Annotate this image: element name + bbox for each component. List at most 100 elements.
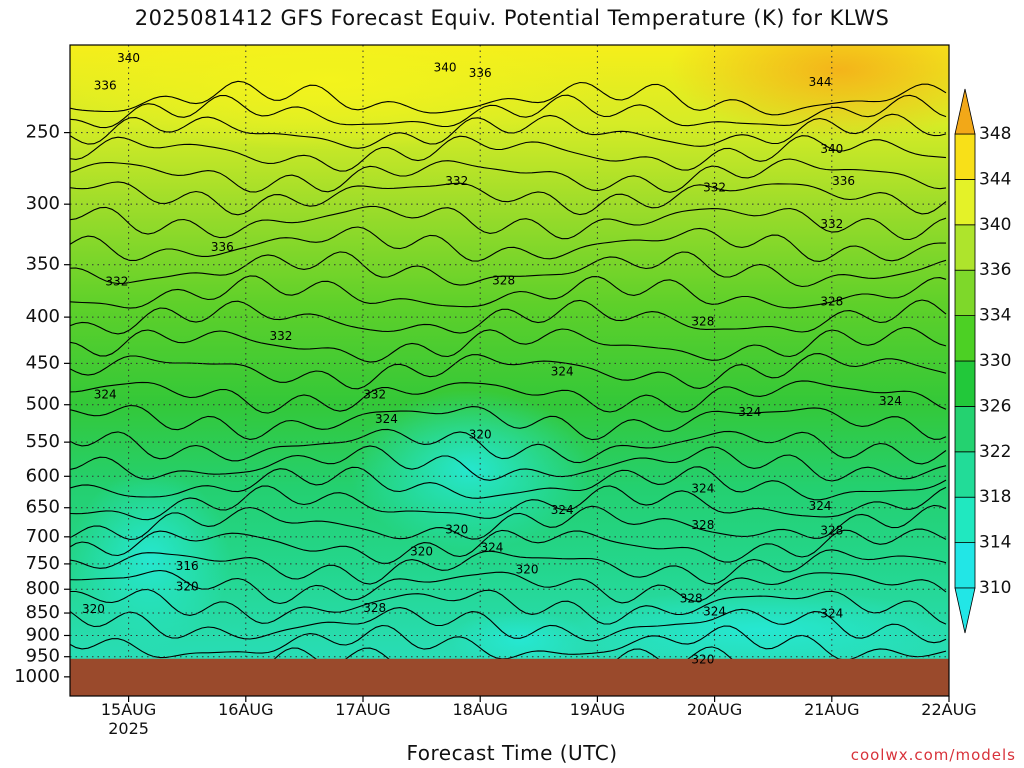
contour-line <box>70 428 947 465</box>
chart-title: 2025081412 GFS Forecast Equiv. Potential… <box>134 6 890 30</box>
y-tick-label: 650 <box>26 497 60 518</box>
contour-label: 324 <box>375 412 398 426</box>
contour-label: 328 <box>820 295 843 309</box>
contour-label: 320 <box>445 523 468 537</box>
y-tick-label: 300 <box>26 193 60 214</box>
y-tick-label: 500 <box>26 394 60 415</box>
colorbar: 310 314 318 322 326 330 334 336 340 344 348 <box>954 88 1011 634</box>
colorbar-segment <box>954 133 976 180</box>
contour-line <box>70 80 947 116</box>
x-tick-sublabel: 2025 <box>108 719 149 738</box>
x-tick-label: 21AUG <box>804 700 859 719</box>
contour-line <box>70 226 947 262</box>
colorbar-tick-label: 314 <box>979 533 1011 553</box>
contour-line <box>70 607 947 644</box>
x-tick-label: 19AUG <box>570 700 625 719</box>
contour-line <box>70 445 947 482</box>
contour-label: 320 <box>82 602 105 616</box>
contour-line <box>70 181 947 216</box>
contour-label: 324 <box>703 605 726 619</box>
contour-line <box>70 135 947 172</box>
contour-line <box>70 158 947 193</box>
contour-line <box>70 504 947 541</box>
contour-lines <box>70 80 947 696</box>
cool-midlevel-region <box>350 390 590 550</box>
y-tick-label: 250 <box>26 122 60 143</box>
colorbar-tick-label: 318 <box>979 487 1011 507</box>
colorbar-segment <box>954 269 976 317</box>
contour-label: 324 <box>738 405 761 419</box>
y-tick-label: 950 <box>26 646 60 667</box>
colorbar-tick-label: 344 <box>979 169 1011 189</box>
contour-label: 320 <box>410 545 433 559</box>
colorbar-segment <box>954 405 976 453</box>
colorbar-tick-label: 330 <box>979 351 1011 371</box>
y-tick-label: 1000 <box>14 666 60 687</box>
colorbar-tick-label: 334 <box>979 306 1011 326</box>
contour-label: 328 <box>680 591 703 605</box>
colorbar-tick-label: 326 <box>979 396 1011 416</box>
contour-label: 324 <box>691 482 714 496</box>
y-tick-label: 750 <box>26 553 60 574</box>
colorbar-tick-label: 336 <box>979 260 1011 280</box>
contour-label: 340 <box>820 142 843 156</box>
contour-label: 320 <box>691 653 714 667</box>
contour-label: 336 <box>94 78 117 92</box>
y-tick-label: 400 <box>26 306 60 327</box>
contour-label: 328 <box>492 274 515 288</box>
contour-label: 324 <box>551 503 574 517</box>
x-tick-label: 18AUG <box>452 700 507 719</box>
contour-line <box>70 113 947 149</box>
contour-line <box>70 326 947 363</box>
contour-line <box>70 404 947 441</box>
contour-label: 328 <box>691 518 714 532</box>
contour-line <box>70 380 947 414</box>
y-tick-label: 600 <box>26 465 60 486</box>
contour-line <box>70 569 947 605</box>
grid-lines <box>70 45 949 696</box>
terrain-ground <box>70 658 949 696</box>
cool-lowlevel-region <box>560 590 949 670</box>
contour-label: 324 <box>879 394 902 408</box>
contour-label: 324 <box>820 606 843 620</box>
contour-label: 332 <box>445 174 468 188</box>
credit-link[interactable]: coolwx.com/models <box>850 746 1016 764</box>
x-tick-label: 17AUG <box>335 700 390 719</box>
contour-label: 320 <box>516 563 539 577</box>
x-tick-label: 15AUG <box>101 700 156 719</box>
x-tick-label: 20AUG <box>687 700 742 719</box>
y-tick-label: 350 <box>26 254 60 275</box>
colorbar-segment <box>954 315 976 362</box>
colorbar-tick-label: 310 <box>979 578 1011 598</box>
colorbar-segment <box>954 224 976 271</box>
y-tick-label: 550 <box>26 431 60 452</box>
contour-label: 324 <box>480 540 503 554</box>
contour-label: 340 <box>117 51 140 65</box>
contour-label: 340 <box>434 60 457 74</box>
contour-line <box>70 588 947 625</box>
plot-frame <box>69 44 950 697</box>
y-tick-label: 450 <box>26 352 60 373</box>
contour-label: 332 <box>105 275 128 289</box>
y-tick-label: 800 <box>26 578 60 599</box>
contour-label: 332 <box>270 329 293 343</box>
contour-label: 328 <box>363 601 386 615</box>
contour-label: 328 <box>691 314 714 328</box>
contour-label: 324 <box>809 499 832 513</box>
contour-line <box>70 94 947 129</box>
contour-line <box>70 205 947 241</box>
warm-upper-region <box>70 45 610 150</box>
colorbar-segment <box>954 178 976 226</box>
contour-line <box>70 528 947 564</box>
contour-label: 336 <box>832 174 855 188</box>
y-tick-label: 700 <box>26 526 60 547</box>
contour-label: 320 <box>469 427 492 441</box>
contour-line <box>70 485 947 521</box>
contour-label: 344 <box>809 75 832 89</box>
colorbar-tick-label: 340 <box>979 215 1011 235</box>
contour-line <box>70 549 947 585</box>
contour-label: 336 <box>469 66 492 80</box>
y-axis: 2503003504004505005506006507007508008509… <box>14 122 70 687</box>
